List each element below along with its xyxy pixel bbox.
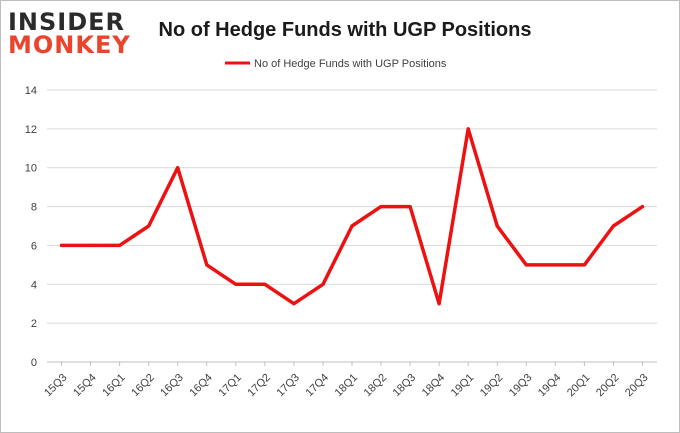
- data-point: [350, 224, 354, 228]
- y-tick-label: 8: [31, 202, 37, 214]
- chart-title: No of Hedge Funds with UGP Positions: [159, 19, 532, 41]
- series: [59, 127, 645, 306]
- series-line: [59, 127, 645, 306]
- y-tick-label: 4: [31, 279, 37, 291]
- data-point: [60, 243, 64, 247]
- data-point: [582, 263, 586, 267]
- data-point: [379, 205, 383, 209]
- x-tick-label: 17Q2: [245, 372, 273, 400]
- data-point: [263, 282, 267, 286]
- x-tick-label: 17Q3: [275, 372, 303, 400]
- y-tick-label: 6: [31, 240, 37, 252]
- x-tick-label: 20Q1: [565, 372, 593, 400]
- x-tick-label: 20Q2: [594, 372, 622, 400]
- data-point: [640, 205, 644, 209]
- y-tick-label: 12: [25, 124, 37, 136]
- data-point: [553, 263, 557, 267]
- logo-line1: INSIDER: [8, 8, 125, 36]
- data-point: [466, 127, 470, 131]
- x-tick-label: 16Q4: [187, 372, 215, 400]
- x-tick-label: 18Q3: [391, 372, 419, 400]
- y-axis-ticks: 0 2 4 6 8 10 12 14: [25, 85, 37, 369]
- data-point: [408, 205, 412, 209]
- x-tick-label: 16Q2: [129, 372, 157, 400]
- data-point: [495, 224, 499, 228]
- x-tick-label: 18Q4: [420, 372, 448, 400]
- data-point: [292, 302, 296, 306]
- data-point: [205, 263, 209, 267]
- data-point: [176, 166, 180, 170]
- data-point: [524, 263, 528, 267]
- x-tick-label: 15Q3: [42, 372, 70, 400]
- y-tick-label: 2: [31, 318, 37, 330]
- x-tick-label: 16Q3: [158, 372, 186, 400]
- data-point: [147, 224, 151, 228]
- x-tick-label: 15Q4: [71, 372, 99, 400]
- x-tick-label: 17Q1: [216, 372, 244, 400]
- insider-monkey-logo: INSIDER MONKEY: [8, 8, 131, 59]
- x-tick-label: 20Q3: [623, 372, 651, 400]
- x-tick-label: 17Q4: [304, 372, 332, 400]
- x-tick-label: 19Q4: [536, 372, 564, 400]
- x-tick-label: 16Q1: [100, 372, 128, 400]
- y-tick-label: 10: [25, 163, 37, 175]
- x-axis-ticks: 15Q3 15Q4 16Q1 16Q2 16Q3 16Q4 17Q1 17Q2 17Q3 17Q4…: [42, 362, 651, 400]
- logo-line2: MONKEY: [8, 31, 131, 59]
- legend: No of Hedge Funds with UGP Positions: [225, 58, 447, 70]
- data-point: [611, 224, 615, 228]
- legend-label: No of Hedge Funds with UGP Positions: [254, 58, 447, 70]
- data-point: [321, 282, 325, 286]
- x-tick-label: 19Q2: [478, 372, 506, 400]
- x-tick-label: 19Q3: [507, 372, 535, 400]
- x-tick-label: 18Q2: [362, 372, 390, 400]
- x-tick-label: 19Q1: [449, 372, 477, 400]
- data-point: [437, 302, 441, 306]
- data-point: [89, 243, 93, 247]
- data-point: [118, 243, 122, 247]
- y-tick-label: 14: [25, 85, 37, 97]
- y-tick-label: 0: [31, 357, 37, 369]
- data-point: [234, 282, 238, 286]
- x-tick-label: 18Q1: [333, 372, 361, 400]
